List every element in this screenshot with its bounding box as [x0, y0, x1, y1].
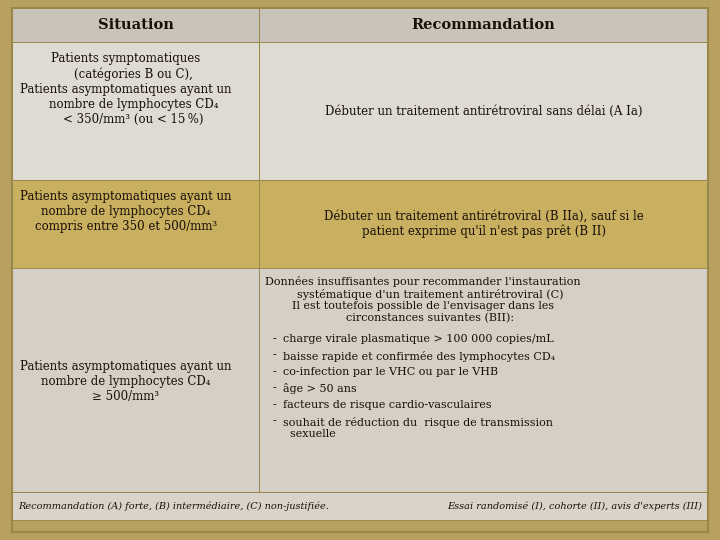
- Text: Patients asymptomatiques ayant un
nombre de lymphocytes CD₄
compris entre 350 et: Patients asymptomatiques ayant un nombre…: [20, 190, 232, 233]
- Text: âge > 50 ans: âge > 50 ans: [283, 383, 356, 395]
- Bar: [259, 268, 708, 492]
- Text: -: -: [273, 367, 276, 377]
- Text: -: -: [273, 383, 276, 394]
- Text: facteurs de risque cardio-vasculaires: facteurs de risque cardio-vasculaires: [283, 400, 492, 410]
- Text: Patients asymptomatiques ayant un
nombre de lymphocytes CD₄
≥ 500/mm³: Patients asymptomatiques ayant un nombre…: [20, 360, 232, 403]
- Text: Recommandation (A) forte, (B) intermédiaire, (C) non-justifiée.: Recommandation (A) forte, (B) intermédia…: [18, 501, 329, 511]
- Text: Données insuffisantes pour recommander l'instauration
    systématique d'un trai: Données insuffisantes pour recommander l…: [265, 276, 580, 323]
- Text: charge virale plasmatique > 100 000 copies/mL: charge virale plasmatique > 100 000 copi…: [283, 334, 554, 344]
- Text: souhait de réduction du  risque de transmission
  sexuelle: souhait de réduction du risque de transm…: [283, 416, 553, 439]
- Bar: [259, 42, 708, 180]
- Text: -: -: [273, 350, 276, 361]
- Text: Débuter un traitement antirétroviral sans délai (A Ia): Débuter un traitement antirétroviral san…: [325, 105, 642, 118]
- Bar: [259, 8, 708, 42]
- Bar: [12, 180, 259, 268]
- Text: Situation: Situation: [98, 18, 174, 32]
- Text: Essai randomisé (I), cohorte (II), avis d'experts (III): Essai randomisé (I), cohorte (II), avis …: [447, 501, 702, 511]
- Bar: [12, 268, 259, 492]
- Text: Patients symptomatiques
    (catégories B ou C),
Patients asymptomatiques ayant : Patients symptomatiques (catégories B ou…: [20, 52, 232, 126]
- Text: baisse rapide et confirmée des lymphocytes CD₄: baisse rapide et confirmée des lymphocyt…: [283, 350, 555, 361]
- Bar: [259, 180, 708, 268]
- Bar: [12, 492, 708, 520]
- Text: co-infection par le VHC ou par le VHB: co-infection par le VHC ou par le VHB: [283, 367, 498, 377]
- Text: -: -: [273, 400, 276, 410]
- Text: Recommandation: Recommandation: [412, 18, 555, 32]
- Text: Débuter un traitement antirétroviral (B IIa), sauf si le
patient exprime qu'il n: Débuter un traitement antirétroviral (B …: [323, 210, 644, 238]
- Bar: [12, 42, 259, 180]
- Text: -: -: [273, 416, 276, 427]
- Bar: [12, 8, 259, 42]
- Text: -: -: [273, 334, 276, 344]
